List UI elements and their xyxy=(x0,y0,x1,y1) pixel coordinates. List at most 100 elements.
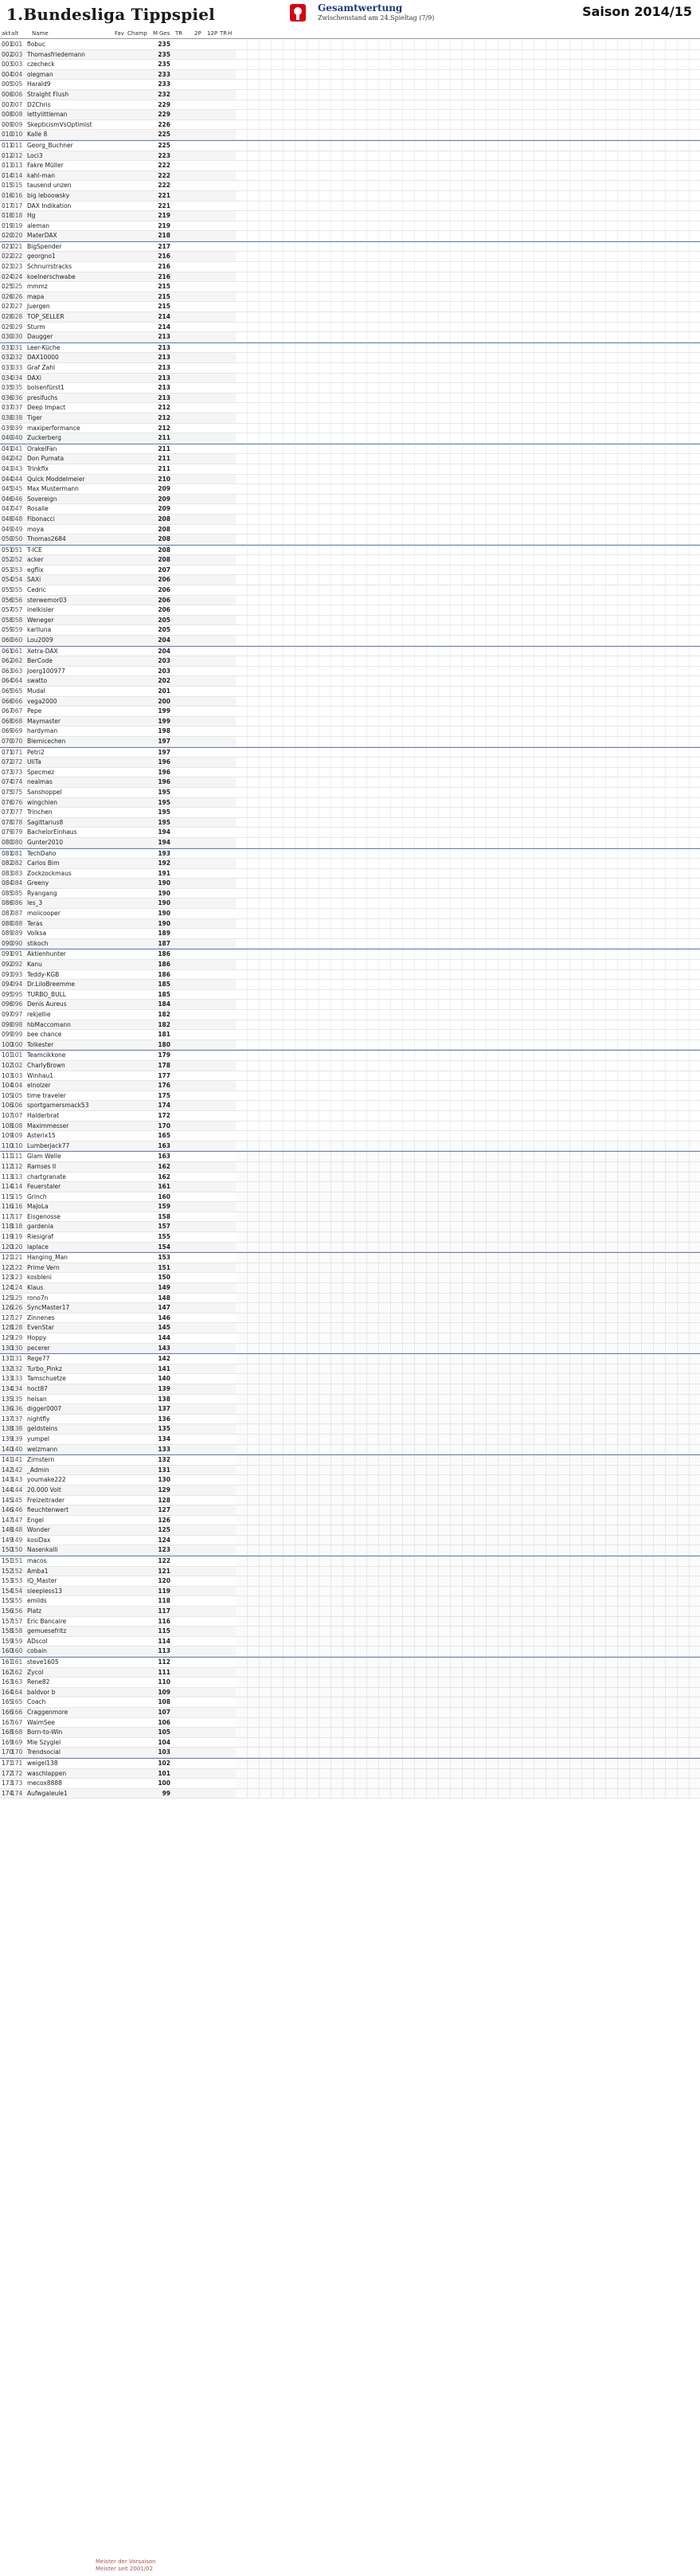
matchday-cells xyxy=(236,282,700,292)
player-name: Pepe xyxy=(27,707,42,715)
player-name: SAXi xyxy=(27,576,41,584)
rank-current: 058 xyxy=(2,616,14,624)
rank-current: 081 xyxy=(2,849,14,857)
player-name: Georg_Buchner xyxy=(27,141,73,149)
matchday-cells xyxy=(236,1636,700,1646)
legend: Meister der Vorsaison Meister seit 2001/… xyxy=(96,2558,156,2573)
rank-previous: 037 xyxy=(11,404,23,412)
total-points: 165 xyxy=(158,1132,170,1140)
player-name: Rege77 xyxy=(27,1355,50,1363)
table-row: 143 143 youmake222 130 xyxy=(0,1475,700,1486)
rank-current: 126 xyxy=(2,1304,14,1312)
matchday-cells xyxy=(236,1586,700,1596)
rank-current: 091 xyxy=(2,950,14,958)
total-points: 193 xyxy=(158,849,170,857)
rank-current: 049 xyxy=(2,525,14,533)
matchday-cells xyxy=(236,130,700,139)
total-points: 218 xyxy=(158,232,170,240)
table-row: 032 032 DAX10000 213 xyxy=(0,353,700,363)
player-name: BachelorEinhaus xyxy=(27,828,77,836)
rank-current: 128 xyxy=(2,1324,14,1332)
rank-current: 135 xyxy=(2,1395,14,1403)
matchday-cells xyxy=(236,575,700,585)
table-row: 035 035 bolsenfürst1 213 xyxy=(0,383,700,393)
rank-previous: 094 xyxy=(11,981,23,989)
rank-current: 040 xyxy=(2,434,14,442)
total-points: 187 xyxy=(158,939,170,947)
matchday-cells xyxy=(236,1607,700,1616)
rank-previous: 047 xyxy=(11,505,23,513)
table-row: 133 133 Tamschuetze 140 xyxy=(0,1374,700,1384)
rank-previous: 006 xyxy=(11,90,23,98)
subtitle: Gesamtwertung xyxy=(318,2,403,14)
table-row: 043 043 Trinkfix 211 xyxy=(0,464,700,475)
rank-previous: 140 xyxy=(11,1445,23,1453)
total-points: 213 xyxy=(158,343,170,351)
rank-current: 169 xyxy=(2,1738,14,1746)
matchday-cells xyxy=(236,726,700,736)
matchday-cells xyxy=(236,302,700,312)
rank-current: 026 xyxy=(2,292,14,300)
rank-previous: 079 xyxy=(11,828,23,836)
total-points: 147 xyxy=(158,1304,170,1312)
table-row: 109 109 Asterix15 165 xyxy=(0,1131,700,1141)
player-name: Dr.LiloBreemme xyxy=(27,981,76,989)
player-name: OrakelFan xyxy=(27,444,57,452)
matchday-cells xyxy=(236,1646,700,1656)
table-row: 092 092 Kanu 186 xyxy=(0,960,700,970)
rank-current: 069 xyxy=(2,727,14,735)
player-name: Sagittarius8 xyxy=(27,818,64,826)
matchday-cells xyxy=(236,605,700,615)
player-name: kahl-man xyxy=(27,171,56,179)
matchday-cells xyxy=(236,837,700,848)
total-points: 186 xyxy=(158,950,170,958)
rank-previous: 021 xyxy=(11,242,23,250)
table-row: 028 028 TOP_SELLER 214 xyxy=(0,312,700,323)
rank-current: 092 xyxy=(2,961,14,969)
rank-previous: 090 xyxy=(11,939,23,947)
table-row: 072 072 UliTa 196 xyxy=(0,758,700,768)
total-points: 133 xyxy=(158,1445,170,1453)
player-name: Fibonacci xyxy=(27,515,55,523)
rank-previous: 066 xyxy=(11,697,23,705)
rank-current: 148 xyxy=(2,1526,14,1534)
matchday-cells xyxy=(236,909,700,918)
rank-previous: 126 xyxy=(11,1304,23,1312)
rank-previous: 104 xyxy=(11,1082,23,1090)
table-row: 017 017 DAX Indikation 221 xyxy=(0,201,700,212)
total-points: 116 xyxy=(158,1617,170,1625)
matchday-cells xyxy=(236,1030,700,1039)
matchday-cells xyxy=(236,1293,700,1303)
player-name: EvenStar xyxy=(27,1324,54,1332)
matchday-cells xyxy=(236,1424,700,1434)
total-points: 158 xyxy=(158,1212,170,1220)
matchday-cells xyxy=(236,100,700,110)
player-name: Loci3 xyxy=(27,151,43,159)
rank-current: 082 xyxy=(2,859,14,867)
table-row: 075 075 Sanshoppel 195 xyxy=(0,787,700,798)
player-name: TOP_SELLER xyxy=(27,313,65,321)
total-points: 213 xyxy=(158,393,170,401)
total-points: 199 xyxy=(158,717,170,725)
table-row: 030 030 Daugger 213 xyxy=(0,332,700,343)
total-points: 209 xyxy=(158,505,170,513)
total-points: 105 xyxy=(158,1728,170,1736)
table-row: 054 054 SAXi 206 xyxy=(0,575,700,586)
col-ges: Ges xyxy=(159,30,170,37)
total-points: 102 xyxy=(158,1759,170,1767)
col-m: M xyxy=(153,30,158,37)
matchday-cells xyxy=(236,777,700,787)
matchday-cells xyxy=(236,1081,700,1090)
rank-previous: 077 xyxy=(11,808,23,816)
player-name: Graf Zahl xyxy=(27,364,56,371)
table-row: 050 050 Thomas2684 208 xyxy=(0,534,700,545)
matchday-cells xyxy=(236,1232,700,1242)
rank-current: 155 xyxy=(2,1597,14,1605)
matchday-cells xyxy=(236,40,700,49)
table-row: 111 111 Glam Welle 163 xyxy=(0,1151,700,1162)
player-name: Volksa xyxy=(27,930,47,938)
table-row: 125 125 rono7n 148 xyxy=(0,1293,700,1304)
total-points: 233 xyxy=(158,70,170,78)
player-name: Rene82 xyxy=(27,1678,50,1686)
player-name: swatto xyxy=(27,677,48,685)
